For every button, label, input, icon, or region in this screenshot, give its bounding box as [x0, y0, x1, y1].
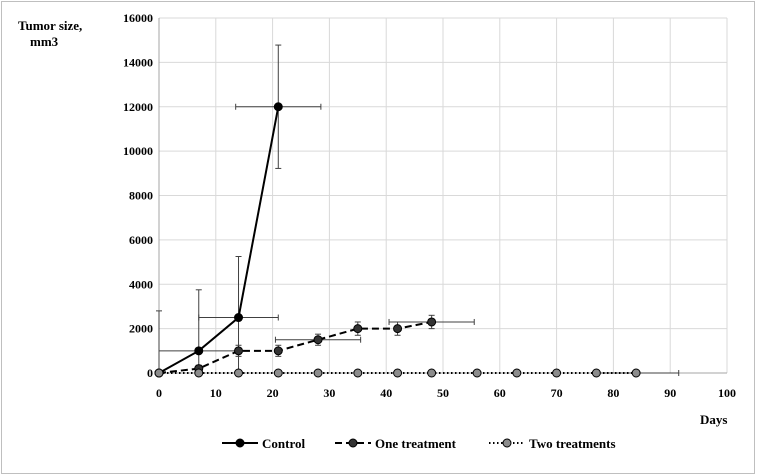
- control-point: [273, 102, 283, 112]
- two-treatments-point: [631, 368, 641, 378]
- legend-one-treatment-label: One treatment: [375, 436, 457, 451]
- one-treatment-point: [313, 335, 323, 345]
- one-treatment-point: [353, 324, 363, 334]
- two-treatments-point: [194, 368, 204, 378]
- x-tick-label: 90: [664, 386, 676, 400]
- two-treatments-point: [552, 368, 562, 378]
- one-treatment-point: [234, 346, 244, 356]
- y-tick-label: 0: [147, 366, 153, 380]
- y-tick-label: 12000: [123, 100, 153, 114]
- two-treatments-point: [154, 368, 164, 378]
- legend-control-marker: [235, 438, 245, 448]
- two-treatments-point: [393, 368, 403, 378]
- two-treatments-point: [313, 368, 323, 378]
- series-lines: [158, 106, 637, 374]
- control-line: [158, 106, 280, 374]
- two-treatments-point: [591, 368, 601, 378]
- one-treatment-line: [158, 320, 432, 374]
- x-tick-label: 100: [718, 386, 736, 400]
- x-tick-label: 70: [551, 386, 563, 400]
- x-tick-label: 50: [437, 386, 449, 400]
- one-treatment-point: [273, 346, 283, 356]
- control-point: [234, 313, 244, 323]
- legend-two-treatments-label: Two treatments: [529, 436, 616, 451]
- two-treatments-point: [427, 368, 437, 378]
- x-axis-title: Days: [700, 412, 727, 427]
- two-treatments-point: [512, 368, 522, 378]
- y-axis-title-line1: Tumor size,: [18, 18, 82, 33]
- series-markers: [154, 102, 641, 378]
- legend-control-label: Control: [262, 436, 305, 451]
- y-tick-label: 10000: [123, 144, 153, 158]
- legend-two-treatments-marker: [502, 438, 512, 448]
- x-tick-label: 0: [156, 386, 162, 400]
- x-tick-label: 60: [494, 386, 506, 400]
- x-tick-label: 30: [323, 386, 335, 400]
- x-tick-label: 20: [267, 386, 279, 400]
- two-treatments-point: [234, 368, 244, 378]
- y-tick-label: 6000: [129, 233, 153, 247]
- y-tick-label: 8000: [129, 189, 153, 203]
- y-tick-label: 14000: [123, 55, 153, 69]
- two-treatments-point: [273, 368, 283, 378]
- grid-lines: [159, 17, 728, 373]
- one-treatment-point: [427, 317, 437, 327]
- y-tick-label: 4000: [129, 277, 153, 291]
- legend: Control One treatment Two treatments: [222, 436, 616, 451]
- x-tick-label: 80: [607, 386, 619, 400]
- tick-labels: 0 2000 4000 6000 8000 10000 12000 14000 16000 0 10…: [123, 11, 736, 400]
- one-treatment-point: [393, 324, 403, 334]
- y-tick-label: 16000: [123, 11, 153, 25]
- control-point: [194, 346, 204, 356]
- two-treatments-point: [353, 368, 363, 378]
- y-tick-label: 2000: [129, 322, 153, 336]
- error-bars: [156, 44, 680, 376]
- legend-one-treatment-marker: [348, 438, 358, 448]
- x-tick-label: 10: [210, 386, 222, 400]
- y-axis-title-line2: mm3: [30, 34, 59, 49]
- x-tick-label: 40: [380, 386, 392, 400]
- two-treatments-point: [472, 368, 482, 378]
